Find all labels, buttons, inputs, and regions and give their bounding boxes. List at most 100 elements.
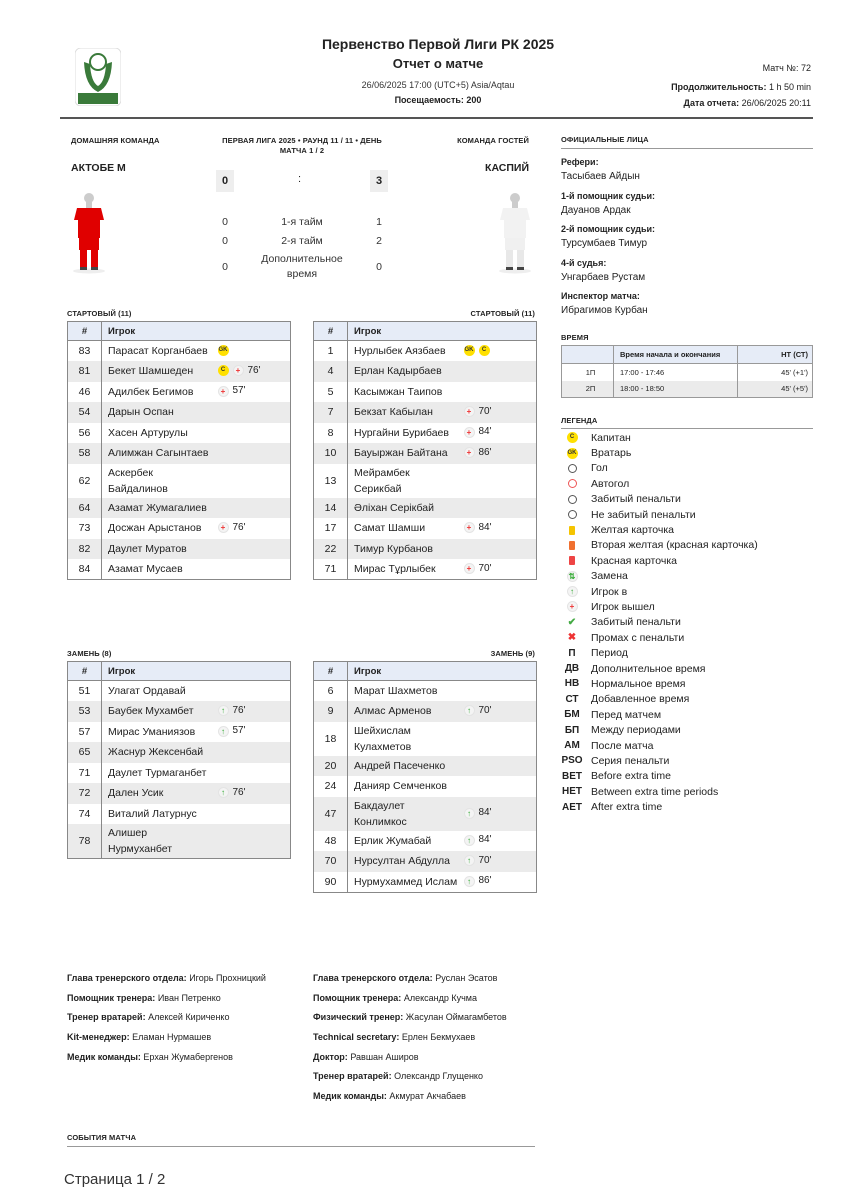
player-out-icon: + <box>463 563 475 575</box>
legend-key: ДВ <box>564 663 580 675</box>
player-number: 53 <box>67 701 102 722</box>
player-row: 7 Бекзат Кабылан +70' <box>313 402 537 423</box>
player-out-icon: + <box>217 385 229 397</box>
sub-minute: 57' <box>232 385 246 397</box>
player-events <box>457 755 537 776</box>
player-events <box>212 464 291 498</box>
player-number: 83 <box>67 340 102 361</box>
player-number: 9 <box>313 701 348 722</box>
legend-label: Серия пенальти <box>591 754 670 767</box>
legend-key: PSO <box>561 755 583 767</box>
player-number: 14 <box>313 497 348 518</box>
player-name: Дарын Оспан <box>101 402 212 423</box>
staff-member: Помощник тренера: Иван Петренко <box>67 993 266 1013</box>
player-events <box>457 497 537 518</box>
sub-minute: 84' <box>478 426 492 438</box>
player-name: Адилбек Бегимов <box>108 385 194 398</box>
staff-member: Kit-менеджер: Еламан Нурмашев <box>67 1032 266 1052</box>
legend-label: Замена <box>591 570 628 583</box>
sub-minute: 84' <box>478 834 492 846</box>
col-number: # <box>313 321 348 341</box>
staff-role: Медик команды: <box>67 1051 141 1062</box>
legend-key: БМ <box>564 709 580 721</box>
match-events-divider <box>67 1146 535 1147</box>
staff-name: Александр Кучма <box>403 992 477 1003</box>
staff-name: Ерхан Жумабергенов <box>143 1051 233 1062</box>
player-name: Бауыржан Байтана <box>347 443 458 464</box>
staff-name: Еламан Нурмашев <box>132 1032 212 1043</box>
player-events: +57' <box>212 382 291 403</box>
sub-minute: 84' <box>478 807 492 819</box>
legend-item: Гол <box>561 461 758 476</box>
player-number: 82 <box>67 538 102 559</box>
legend-label: Игрок в <box>591 585 628 598</box>
period-row: 0 2-я тайм 2 <box>222 234 382 247</box>
official-name: Ибрагимов Курбан <box>561 305 648 316</box>
sub-minute: 70' <box>478 854 492 866</box>
legend-label: Капитан <box>591 431 631 444</box>
goal-icon <box>567 463 577 473</box>
home-starting-table: # Игрок 83 Парасат Корганбаев GK 81 Бекет Шамш… <box>67 321 291 580</box>
staff-member: Медик команды: Ерхан Жумабергенов <box>67 1052 266 1072</box>
legend-label: Between extra time periods <box>591 785 719 798</box>
legend-key: BET <box>562 770 582 782</box>
player-number: 71 <box>313 559 348 580</box>
player-row: 8 Нургайни Бурибаев +84' <box>313 422 537 444</box>
player-row: 70 Нурсултан Абдулла ↑ 70' <box>313 851 537 872</box>
player-in-icon: ↑ <box>217 725 229 737</box>
goalkeeper-icon: GK <box>463 344 475 356</box>
col-number: # <box>313 661 348 681</box>
official-role: 2-й помощник судьи: <box>561 224 656 234</box>
player-row: 14 Әліхан Серікбай <box>313 497 537 518</box>
legend-label: Желтая карточка <box>591 524 675 537</box>
player-name: Андрей Пасеченко <box>347 755 458 776</box>
staff-member: Глава тренерского отдела: Игорь Прохницк… <box>67 973 266 993</box>
legend-key: СТ <box>565 693 579 705</box>
player-name: Ерлик Жумабай <box>354 834 432 847</box>
player-name: Мирас Тұрлыбек <box>354 563 436 575</box>
player-row: 78 Алишер Нурмуханбет <box>67 824 291 859</box>
legend-key: НВ <box>564 678 580 690</box>
col-number: # <box>67 661 102 681</box>
player-events: C +76' <box>211 361 291 382</box>
player-in-icon: ↑ <box>463 807 475 819</box>
legend-item: BET Before extra time <box>561 769 758 784</box>
sub-minute: 76' <box>232 786 246 798</box>
legend-item: ✔ Забитый пенальти <box>561 615 758 630</box>
player-name: Алимжан Сагынтаев <box>101 443 212 464</box>
player-number: 46 <box>67 381 102 402</box>
player-events: ↑ 84' <box>457 796 537 831</box>
legend-item: П Период <box>561 645 758 660</box>
player-events <box>458 382 537 403</box>
staff-role: Физический тренер: <box>313 1012 404 1023</box>
legend-label: Гол <box>591 462 608 475</box>
player-events <box>211 824 291 859</box>
staff-member: Медик команды: Акмурат Акчабаев <box>313 1091 507 1111</box>
player-number: 64 <box>67 497 102 518</box>
player-events <box>458 776 537 797</box>
player-out-icon: + <box>217 522 229 534</box>
player-number: 17 <box>313 518 348 539</box>
penalty-scored-icon <box>567 494 577 504</box>
player-events <box>211 402 291 423</box>
player-row: 1 Нурлыбек Аязбаев GK C <box>313 340 537 361</box>
staff-member: Тренер вратарей: Олександр Глущенко <box>313 1071 507 1091</box>
player-number: 1 <box>313 340 348 361</box>
report-subtitle: Отчет о матче <box>392 56 484 71</box>
player-events <box>212 423 291 444</box>
legend-label: Промах с пенальти <box>591 631 685 644</box>
legend-item: Желтая карточка <box>561 522 758 537</box>
legend-item: ↑ Игрок в <box>561 584 758 599</box>
official-name: Унгарбаев Рустам <box>561 271 646 283</box>
match-datetime: 26/06/2025 17:00 (UTC+5) Asia/Aqtau <box>361 80 515 90</box>
away-starting-table: # Игрок 1 Нурлыбек Аязбаев GK C 4 Ерлан Кадырба… <box>313 321 537 580</box>
staff-member: Физический тренер: Жасулан Оймагамбетов <box>313 1012 507 1032</box>
legend-item: PSO Серия пенальти <box>561 753 758 768</box>
player-name: Ерлан Кадырбаев <box>347 361 458 382</box>
official: 4-й судья: Унгарбаев Рустам <box>561 256 655 290</box>
legend-item: АМ После матча <box>561 738 758 753</box>
player-events: +84' <box>458 423 537 444</box>
goalkeeper-icon: GK <box>566 447 578 459</box>
player-in-icon: ↑ <box>463 855 475 867</box>
player-row: 58 Алимжан Сагынтаев <box>67 443 291 464</box>
